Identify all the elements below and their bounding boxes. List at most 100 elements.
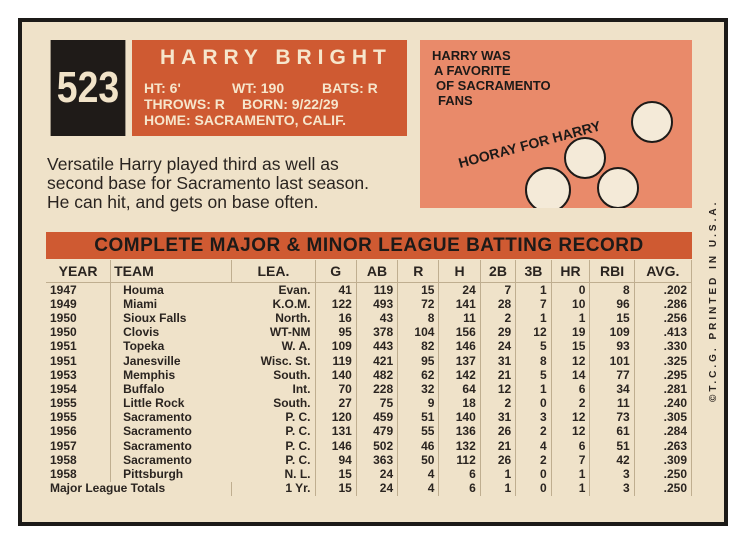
table-cell: 146 — [438, 339, 481, 354]
caption-line: A FAVORITE — [434, 63, 511, 78]
table-cell: Houma — [123, 282, 164, 297]
table-cell: 1956 — [46, 424, 112, 440]
table-cell: 2 — [515, 424, 552, 440]
table-cell: 140 — [438, 410, 481, 425]
table-cell: 6 — [551, 382, 591, 397]
table-cell: 131 — [315, 424, 357, 440]
card-back: 523 HARRY BRIGHT HT: 6' WT: 190 BATS: R … — [22, 22, 724, 522]
table-row: 1950 Sioux Falls North. 16 43 8 11 2 1 1 15.256 — [46, 311, 693, 326]
table-cell: 378 — [356, 325, 399, 340]
table-cell: 2 — [515, 453, 552, 468]
table-row: 1951 Janesville Wisc. St. 119 421 95 137 31 8 12 1… — [46, 353, 693, 369]
table-cell: 15 — [551, 339, 591, 354]
table-cell: 61 — [589, 424, 635, 440]
table-cell: 479 — [356, 424, 399, 440]
bio-line: He can hit, and gets on base often. — [47, 192, 319, 212]
table-cell: 12 — [515, 325, 552, 340]
table-cell: 18 — [438, 396, 481, 411]
caption-line: OF SACRAMENTO — [436, 78, 551, 93]
table-row: 1958 Pittsburgh N. L. 15 24 4 6 1 0 1 3.250 — [46, 467, 693, 482]
table-row: 1958 Sacramento P. C. 94 363 50 112 26 2 7 42.309 — [46, 452, 693, 468]
table-cell: 2 — [480, 396, 517, 411]
table-cell: .202 — [634, 282, 693, 298]
table-cell: 1 — [515, 282, 552, 298]
table-cell: 120 — [315, 410, 357, 425]
table-cell: 29 — [480, 325, 517, 340]
table-cell: Wisc. St. — [231, 353, 316, 369]
table-row: 1950 Clovis WT-NM 95 378 104 156 29 12 19 109.413 — [46, 325, 693, 340]
column-header: 3B — [515, 260, 552, 283]
table-cell: South. — [231, 396, 316, 411]
table-cell: 1951 — [46, 353, 112, 369]
table-cell: Topeka — [123, 339, 165, 354]
bio-line: second base for Sacramento last season. — [47, 173, 369, 193]
table-cell: N. L. — [231, 467, 316, 482]
table-cell: 119 — [356, 282, 399, 298]
table-cell: 109 — [315, 339, 357, 354]
table-cell: .250 — [634, 481, 693, 496]
throws: THROWS: R — [144, 96, 225, 112]
table-cell: Major League Totals — [46, 481, 233, 496]
table-cell: Sacramento — [123, 452, 192, 467]
table-cell: 24 — [438, 282, 481, 298]
table-cell: 55 — [397, 424, 440, 440]
table-cell: 93 — [589, 339, 635, 354]
table-cell: 3 — [515, 410, 552, 425]
table-cell: 73 — [589, 410, 635, 425]
bio-line: Versatile Harry played third as well as — [47, 154, 339, 174]
table-cell: 146 — [315, 439, 357, 454]
table-cell: 119 — [315, 353, 357, 369]
table-cell: 16 — [315, 311, 357, 326]
table-cell: 6 — [438, 467, 481, 482]
table-cell: 15 — [315, 481, 357, 496]
table-cell: 46 — [397, 439, 440, 454]
table-cell: 24 — [356, 467, 399, 482]
table-cell: 1958 — [46, 467, 112, 482]
table-cell: .305 — [634, 410, 693, 425]
table-cell: 7 — [515, 297, 552, 312]
table-cell: 19 — [551, 325, 591, 340]
table-cell: 1950 — [46, 311, 112, 326]
table-cell: WT-NM — [231, 325, 316, 340]
table-cell: 1955 — [46, 396, 112, 411]
table-cell: 15 — [397, 282, 440, 298]
caption-line: HARRY WAS — [432, 48, 511, 63]
table-cell: Evan. — [231, 282, 316, 298]
table-cell: 96 — [589, 297, 635, 312]
table-cell: 7 — [551, 453, 591, 468]
table-cell: Sacramento — [123, 410, 192, 425]
table-cell: 0 — [515, 396, 552, 411]
table-cell: Clovis — [123, 325, 160, 340]
column-header: AVG. — [634, 260, 693, 283]
table-cell: 8 — [589, 282, 635, 298]
table-cell: P. C. — [231, 410, 316, 425]
bio: Versatile Harry played third as well as s… — [47, 155, 369, 212]
table-cell: Pittsburgh — [123, 467, 184, 482]
table-cell: 95 — [315, 325, 357, 340]
table-cell: 42 — [589, 453, 635, 468]
table-cell: 95 — [397, 353, 440, 369]
table-cell: 1949 — [46, 297, 112, 312]
table-cell: P. C. — [231, 439, 316, 454]
home: HOME: SACRAMENTO, CALIF. — [144, 112, 346, 128]
column-header: H — [438, 260, 481, 283]
table-cell: 1947 — [46, 282, 112, 298]
table-cell: .263 — [634, 439, 693, 454]
card-number: 523 — [50, 40, 126, 136]
column-header: G — [315, 260, 357, 283]
table-cell: 228 — [356, 382, 399, 397]
table-cell: 5 — [515, 339, 552, 354]
table-cell: 6 — [551, 439, 591, 454]
table-row: 1955 Sacramento P. C. 120 459 51 140 31 3 12 73.30… — [46, 410, 693, 425]
column-header: TEAM — [110, 260, 233, 283]
table-row: 1955 Little Rock South. 27 75 9 18 2 0 2 11.240 — [46, 396, 693, 411]
table-cell: 502 — [356, 439, 399, 454]
table-row: 1949 Miami K.O.M. 122 493 72 141 28 7 10 96.286 — [46, 297, 693, 312]
table-cell: 75 — [356, 396, 399, 411]
table-cell: .240 — [634, 396, 693, 411]
table-cell: 140 — [315, 368, 357, 383]
table-cell: 0 — [515, 467, 552, 482]
table-cell: 1958 — [46, 453, 112, 468]
table-cell: .284 — [634, 424, 693, 440]
table-cell: Int. — [231, 382, 316, 397]
